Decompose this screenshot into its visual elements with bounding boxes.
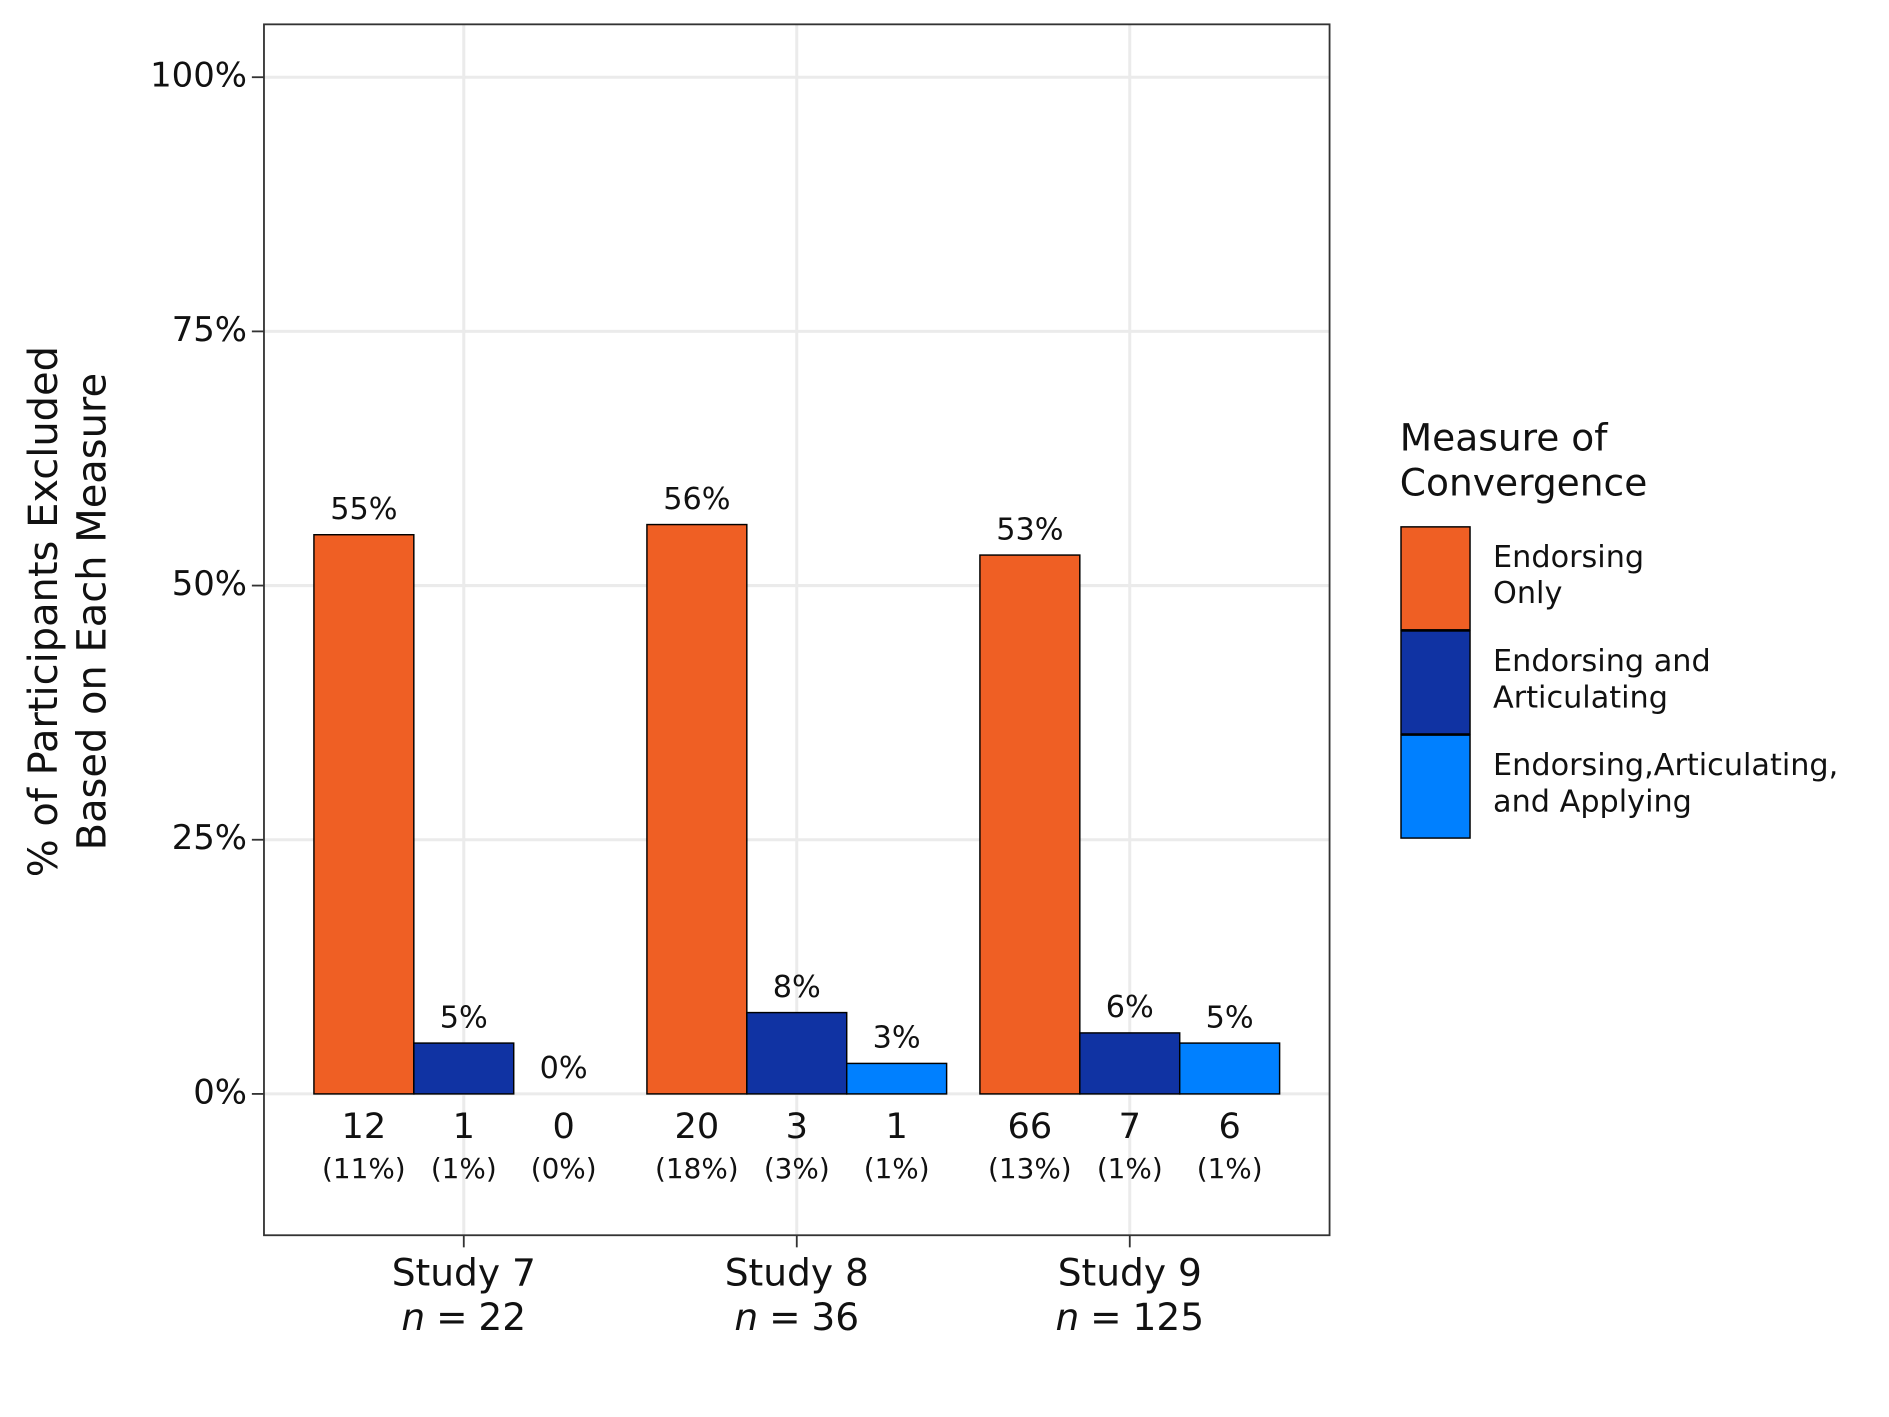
count-share-label: (18%) xyxy=(655,1152,739,1185)
count-share-label: (13%) xyxy=(988,1152,1072,1185)
sample-size-symbol: n xyxy=(401,1294,425,1338)
sample-size-label: n = 22 xyxy=(401,1294,526,1338)
legend-label-box: Endorsing,Articulating, and Applying xyxy=(1493,747,1839,819)
bar xyxy=(1079,1032,1181,1095)
count-share-label: (1%) xyxy=(1097,1152,1163,1185)
bar xyxy=(646,523,748,1095)
legend-title: Measure of Convergence xyxy=(1399,416,1648,506)
y-tick-label: 0% xyxy=(193,1072,247,1111)
y-tick-label: 50% xyxy=(172,564,247,603)
plot-border xyxy=(263,23,1331,1237)
sample-size-symbol: n xyxy=(734,1294,758,1338)
x-tick-label: Study 8 xyxy=(725,1251,869,1295)
count-label: 3 xyxy=(786,1106,808,1147)
bar xyxy=(313,534,415,1095)
count-share-label: (1%) xyxy=(431,1152,497,1185)
legend-label-box: Endorsing Only xyxy=(1493,538,1645,611)
sample-size: 22 xyxy=(478,1294,526,1338)
value-label: 53% xyxy=(996,512,1063,547)
value-label: 5% xyxy=(440,1000,488,1035)
count-share-label: (0%) xyxy=(531,1152,597,1185)
legend-label: Endorsing Only xyxy=(1493,538,1645,611)
legend-key xyxy=(1400,630,1471,735)
sample-size-label: n = 125 xyxy=(1055,1294,1204,1338)
sample-size-label: n = 36 xyxy=(734,1294,859,1338)
bar xyxy=(979,554,1081,1095)
bar xyxy=(1178,1042,1281,1095)
count-label: 0 xyxy=(553,1106,575,1147)
legend-label: Endorsing,Articulating, and Applying xyxy=(1493,747,1839,819)
value-label: 5% xyxy=(1206,1000,1254,1035)
count-label: 1 xyxy=(453,1106,475,1147)
y-axis-title: % of Participants Excluded Based on Each… xyxy=(19,346,116,878)
sample-size: 125 xyxy=(1132,1294,1204,1338)
value-label: 56% xyxy=(663,482,730,517)
value-label: 8% xyxy=(773,970,821,1005)
count-share-label: (1%) xyxy=(1197,1152,1263,1185)
sample-size-sign: = xyxy=(769,1294,800,1338)
count-share-label: (3%) xyxy=(764,1152,830,1185)
sample-size: 36 xyxy=(811,1294,859,1338)
count-label: 1 xyxy=(885,1106,907,1147)
bar xyxy=(845,1062,948,1095)
count-label: 66 xyxy=(1008,1106,1053,1147)
legend-key xyxy=(1400,526,1471,631)
y-tick-label: 75% xyxy=(172,310,247,349)
legend-key xyxy=(1400,734,1471,839)
count-label: 20 xyxy=(675,1106,720,1147)
count-share-label: (1%) xyxy=(864,1152,930,1185)
legend-title-box: Measure of Convergence xyxy=(1399,416,1648,506)
count-label: 6 xyxy=(1218,1106,1240,1147)
value-label: 6% xyxy=(1106,990,1154,1025)
bar xyxy=(413,1042,515,1095)
sample-size-sign: = xyxy=(436,1294,467,1338)
y-tick-label: 25% xyxy=(172,818,247,857)
x-tick-label: Study 9 xyxy=(1058,1251,1202,1295)
count-share-label: (11%) xyxy=(322,1152,406,1185)
count-label: 7 xyxy=(1119,1106,1141,1147)
value-label: 0% xyxy=(540,1051,588,1086)
count-label: 12 xyxy=(342,1106,387,1147)
sample-size-symbol: n xyxy=(1055,1294,1079,1338)
sample-size-sign: = xyxy=(1090,1294,1121,1338)
value-label: 3% xyxy=(873,1021,921,1056)
legend-label-box: Endorsing and Articulating xyxy=(1493,643,1711,715)
x-tick-label: Study 7 xyxy=(392,1251,536,1295)
y-tick-label: 100% xyxy=(150,56,247,95)
y-axis-title-box: % of Participants Excluded Based on Each… xyxy=(19,346,116,878)
value-label: 55% xyxy=(330,492,397,527)
legend-label: Endorsing and Articulating xyxy=(1493,643,1711,715)
bar xyxy=(746,1011,848,1095)
